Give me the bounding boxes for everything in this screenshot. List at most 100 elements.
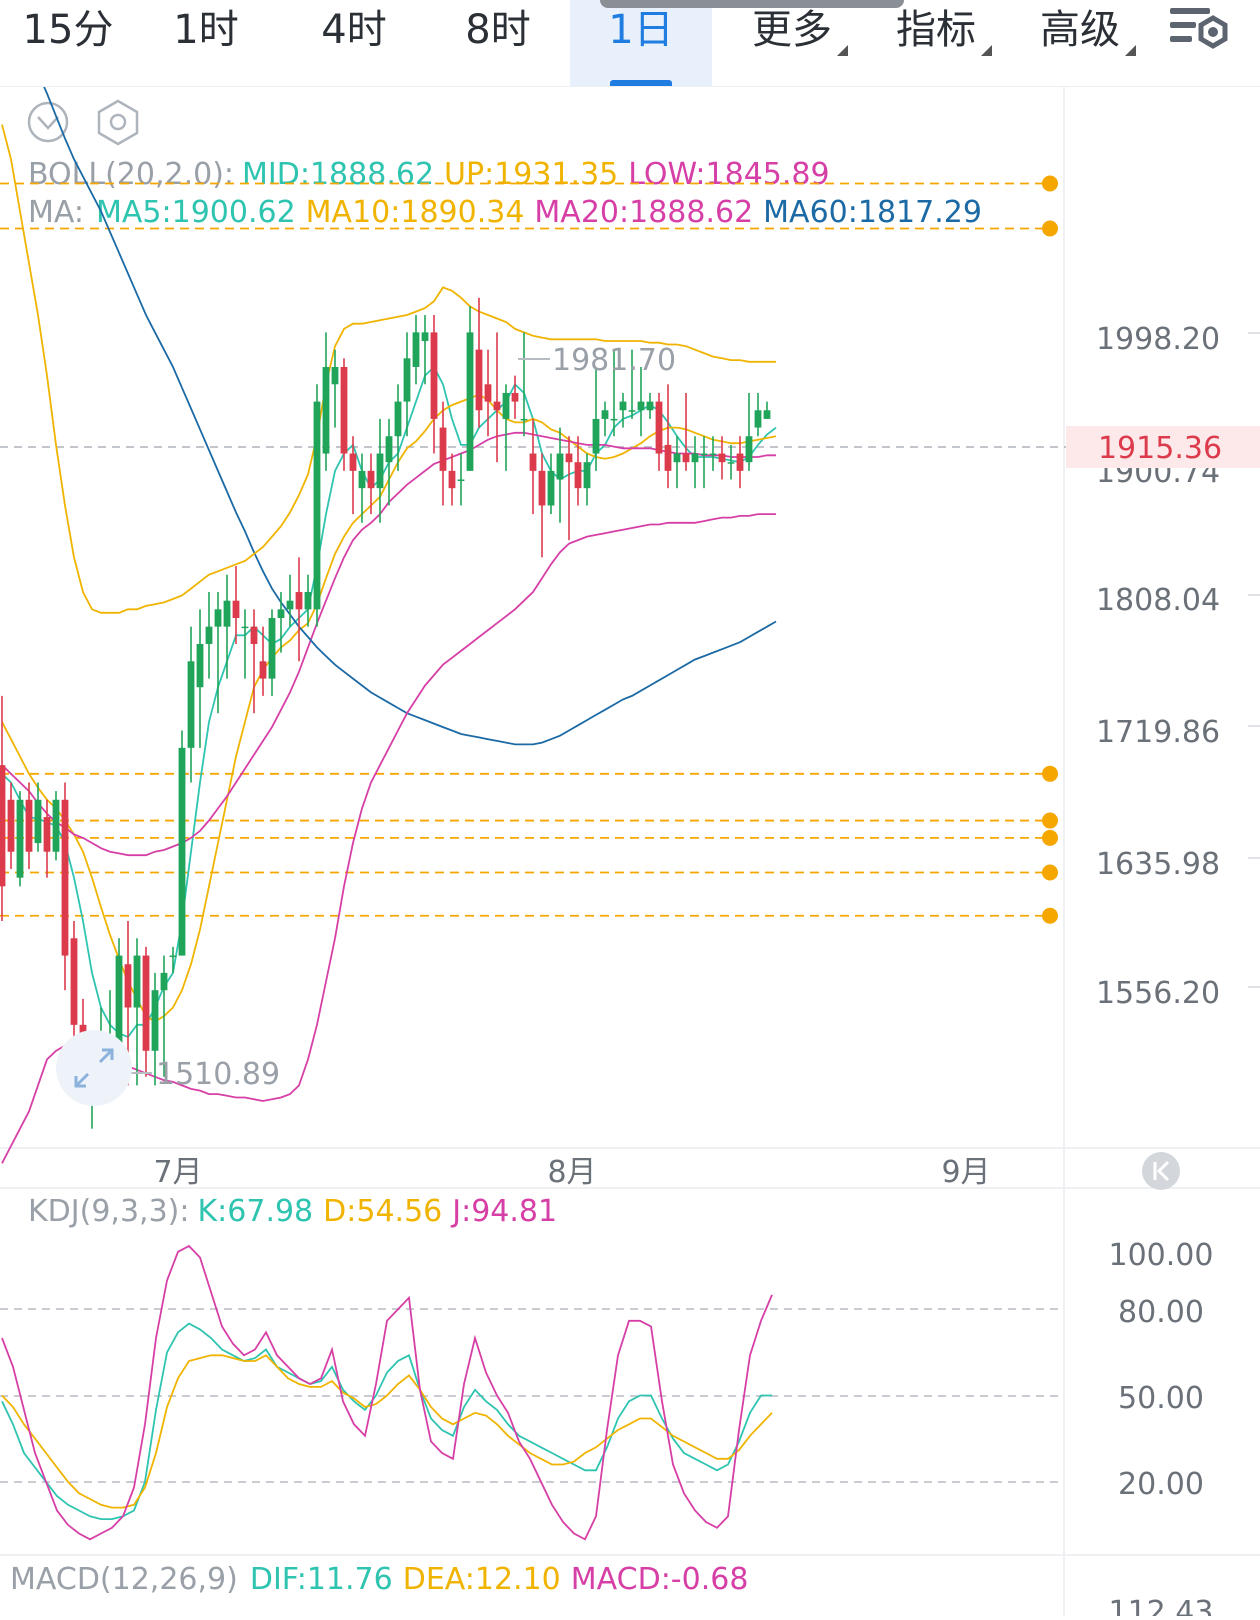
candle-body xyxy=(565,453,573,463)
candle-body xyxy=(250,626,258,644)
boll-up-value: UP:1931.35 xyxy=(444,157,618,192)
ma5-value: MA5:1900.62 xyxy=(96,195,296,230)
tab-label: 指标 xyxy=(896,7,976,53)
candle-body xyxy=(718,453,726,463)
kdj-k-line xyxy=(1,1322,772,1520)
candle-body xyxy=(547,470,555,506)
tab-more[interactable]: 更多 xyxy=(736,0,848,86)
candle-body xyxy=(349,453,357,471)
candle-body xyxy=(313,401,321,610)
tab-1day[interactable]: 1日 xyxy=(570,0,712,86)
tab-label: 更多 xyxy=(752,7,832,53)
candle-body xyxy=(16,799,24,878)
candle-body xyxy=(124,964,132,1008)
kdj-legend-name: KDJ(9,3,3): xyxy=(28,1194,189,1229)
candle-body xyxy=(0,765,6,887)
candle-body xyxy=(439,427,447,471)
candle-body xyxy=(367,470,375,489)
candle-body xyxy=(70,938,78,1025)
candle-body xyxy=(187,661,195,748)
series-ma60-line xyxy=(1,2,777,746)
candle-body xyxy=(628,410,636,412)
expand-arrows-icon[interactable] xyxy=(56,1030,132,1106)
price-tick: 1556.20 xyxy=(1096,976,1220,1011)
tab-15min[interactable]: 15分 xyxy=(0,0,136,86)
tab-indicators[interactable]: 指标 xyxy=(880,0,992,86)
ma-legend: MA: MA5:1900.62 MA10:1890.34 MA20:1888.62 MA… xyxy=(28,195,982,230)
ma60-value: MA60:1817.29 xyxy=(763,195,982,230)
candle-body xyxy=(574,462,582,489)
candle-body xyxy=(214,609,222,627)
candle-body xyxy=(340,366,348,454)
kdj-j-line xyxy=(1,1244,773,1541)
level-handle[interactable] xyxy=(1042,765,1058,782)
macd-value: MACD:-0.68 xyxy=(571,1562,749,1597)
candle-body xyxy=(151,990,159,1051)
macd-legend: MACD(12,26,9) DIF:11.76 DEA:12.10 MACD:-0.6… xyxy=(10,1562,748,1597)
x-axis-label: 9月 xyxy=(941,1155,990,1190)
macd-dea-value: DEA:12.10 xyxy=(403,1562,561,1597)
tab-label: 15分 xyxy=(22,7,114,53)
ma10-value: MA10:1890.34 xyxy=(306,195,525,230)
kdj-legend: KDJ(9,3,3): K:67.98 D:54.56 J:94.81 xyxy=(28,1194,557,1229)
candle-body xyxy=(115,955,123,1051)
kdj-tick: 80.00 xyxy=(1118,1295,1204,1330)
boll-low-value: LOW:1845.89 xyxy=(628,157,829,192)
price-tick: 1719.86 xyxy=(1096,715,1220,750)
candle-body xyxy=(709,453,717,456)
low-label: 1510.89 xyxy=(156,1057,280,1092)
hexagon-settings-icon[interactable] xyxy=(97,99,139,146)
level-handle[interactable] xyxy=(1042,907,1058,924)
level-handle[interactable] xyxy=(1042,864,1058,881)
candle-body xyxy=(430,332,438,419)
level-handle[interactable] xyxy=(1042,829,1058,846)
chevron-down-circle-icon[interactable] xyxy=(27,101,69,143)
candle-body xyxy=(673,453,681,463)
tab-label: 高级 xyxy=(1040,7,1120,53)
tab-label: 1时 xyxy=(173,7,239,53)
x-axis-label: 8月 xyxy=(547,1155,596,1190)
candle-body xyxy=(484,384,492,402)
candle-body xyxy=(502,392,510,419)
scroll-to-latest-icon[interactable] xyxy=(1142,1152,1180,1190)
candle-body xyxy=(412,332,420,367)
candle-body xyxy=(448,470,456,489)
level-handle[interactable] xyxy=(1042,812,1058,829)
candle-body xyxy=(295,592,303,610)
candle-body xyxy=(178,747,186,956)
candle-body xyxy=(754,410,762,428)
candle-body xyxy=(691,453,699,463)
tab-8hour[interactable]: 8时 xyxy=(430,0,566,86)
macd-tick: 112.43 xyxy=(1109,1595,1214,1616)
horizontal-levels[interactable] xyxy=(0,175,1058,924)
level-handle[interactable] xyxy=(1042,220,1058,237)
candle-body xyxy=(511,392,519,402)
candle-body xyxy=(277,609,285,618)
candle-body xyxy=(322,366,330,454)
tab-1hour[interactable]: 1时 xyxy=(138,0,274,86)
candle-body xyxy=(664,444,672,471)
candle-body xyxy=(304,592,312,610)
dropdown-corner-icon xyxy=(837,45,848,56)
candle-body xyxy=(610,418,618,421)
candle-body xyxy=(34,799,42,844)
kdj-lines xyxy=(1,1244,773,1541)
candle-body xyxy=(493,401,501,411)
kdj-tick: 20.00 xyxy=(1118,1467,1204,1502)
price-tick: 1635.98 xyxy=(1096,847,1220,882)
drag-handle[interactable] xyxy=(600,0,904,8)
candle-body xyxy=(205,626,213,644)
boll-mid-value: MID:1888.62 xyxy=(242,157,434,192)
tab-4hour[interactable]: 4时 xyxy=(286,0,422,86)
boll-legend-name: BOLL(20,2.0): xyxy=(28,157,234,192)
tab-advanced[interactable]: 高级 xyxy=(1024,0,1136,86)
candle-body xyxy=(736,453,744,471)
candle-body xyxy=(286,600,294,610)
price-axis: 1998.20 1808.04 1719.86 1635.98 1556.20 … xyxy=(1096,322,1260,1011)
chart-settings-icon[interactable] xyxy=(1168,2,1234,62)
current-price-label: 1915.36 xyxy=(1098,431,1222,466)
candle-body xyxy=(52,799,60,852)
level-handle[interactable] xyxy=(1042,175,1058,192)
